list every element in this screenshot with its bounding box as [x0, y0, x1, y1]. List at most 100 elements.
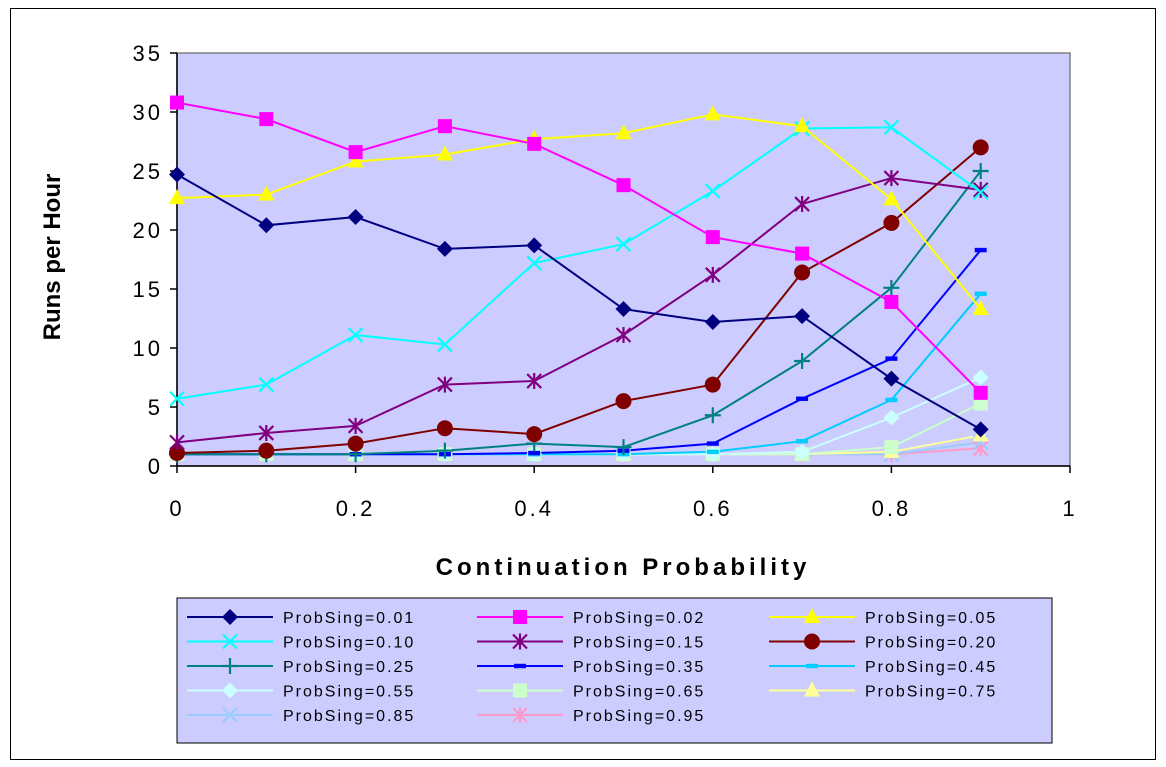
data-point	[704, 314, 721, 331]
data-point	[972, 139, 989, 156]
data-point	[528, 450, 541, 456]
data-point	[704, 407, 721, 424]
legend-marker	[806, 663, 818, 669]
series-line	[176, 173, 982, 431]
line-chart: 0 5 10 15 20 25 30 35 0 0.2 0.4 0.6 0.8 1 Runs per H…	[39, 41, 1075, 744]
data-point	[794, 117, 811, 133]
legend	[176, 597, 1053, 744]
legend-label: ProbSing=0.55	[283, 684, 415, 701]
x-tick-label: 0.2	[336, 496, 376, 521]
data-point	[883, 214, 900, 231]
data-point	[437, 336, 453, 353]
series-line	[176, 126, 982, 400]
data-point	[883, 409, 900, 426]
legend-item: ProbSing=0.20	[769, 633, 997, 652]
legend-item: ProbSing=0.10	[187, 633, 415, 652]
data-point	[169, 166, 185, 183]
legend-marker	[804, 681, 820, 697]
legend-label: ProbSing=0.15	[573, 635, 705, 652]
legend-label: ProbSing=0.85	[283, 708, 415, 725]
data-point	[794, 443, 811, 460]
y-tick-label: 5	[148, 395, 163, 420]
legend-item: ProbSing=0.45	[769, 659, 995, 676]
legend-item: ProbSing=0.25	[187, 658, 415, 676]
y-tick-label: 0	[148, 454, 163, 479]
data-point	[615, 393, 632, 410]
legend-item: ProbSing=0.65	[477, 683, 705, 701]
chart-frame: 0 5 10 15 20 25 30 35 0 0.2 0.4 0.6 0.8 1 Runs per H…	[10, 8, 1156, 760]
data-point	[796, 439, 809, 444]
legend-item: ProbSing=0.55	[187, 682, 415, 701]
y-tick-label: 30	[133, 100, 163, 125]
legend-label: ProbSing=0.02	[573, 610, 705, 627]
legend-label: ProbSing=0.20	[865, 635, 997, 652]
data-point	[169, 445, 185, 462]
legend-item: ProbSing=0.85	[187, 707, 415, 725]
data-point	[885, 356, 898, 361]
x-tick-label: 0.4	[514, 496, 554, 521]
legend-item: ProbSing=0.01	[187, 609, 415, 627]
data-point	[348, 145, 363, 160]
data-point	[258, 185, 275, 201]
series-line	[176, 113, 982, 310]
legend-item: ProbSing=0.02	[477, 610, 705, 627]
data-point	[347, 209, 364, 226]
legend-marker	[513, 683, 527, 698]
series-line	[176, 101, 982, 394]
series-markers	[170, 95, 988, 400]
data-point	[347, 435, 364, 452]
series-markers	[169, 166, 989, 438]
data-point	[972, 181, 989, 198]
legend-label: ProbSing=0.35	[573, 659, 705, 676]
data-point	[526, 426, 543, 443]
data-point	[347, 152, 364, 168]
legend-label: ProbSing=0.05	[865, 610, 997, 627]
data-point	[259, 112, 274, 127]
legend-label: ProbSing=0.65	[573, 684, 705, 701]
legend-item: ProbSing=0.75	[769, 681, 997, 701]
legend-label: ProbSing=0.75	[865, 684, 997, 701]
legend-marker	[222, 609, 238, 625]
legend-label: ProbSing=0.10	[283, 635, 415, 652]
data-point	[615, 327, 632, 344]
x-tick-label: 0.8	[872, 496, 912, 521]
data-point	[526, 373, 542, 390]
data-point	[972, 184, 989, 201]
data-point	[169, 390, 185, 407]
legend-marker	[222, 633, 238, 650]
data-point	[973, 396, 988, 411]
series-markers	[169, 139, 989, 462]
legend-marker	[513, 610, 527, 624]
data-point	[972, 163, 989, 179]
data-point	[795, 246, 810, 261]
data-point	[616, 178, 631, 193]
data-point	[258, 442, 275, 459]
data-point	[974, 291, 987, 296]
x-tick-label: 0	[169, 496, 184, 521]
data-point	[883, 190, 900, 206]
data-point	[706, 441, 719, 446]
data-point	[526, 255, 542, 271]
legend-marker	[222, 658, 238, 674]
data-point	[527, 136, 542, 151]
data-point	[883, 279, 900, 296]
legend-label: ProbSing=0.01	[283, 610, 415, 627]
data-point	[615, 124, 632, 140]
y-tick-label: 25	[133, 159, 163, 184]
data-point	[169, 434, 185, 451]
legend-marker	[222, 682, 238, 699]
legend-marker	[804, 633, 820, 650]
data-point	[885, 397, 898, 403]
y-axis-title: Runs per Hour	[39, 174, 66, 341]
legend-marker	[804, 608, 820, 623]
legend-item: ProbSing=0.95	[477, 707, 703, 725]
data-point	[347, 417, 364, 434]
data-point	[526, 237, 543, 254]
data-point	[169, 189, 185, 205]
legend-label: ProbSing=0.25	[283, 659, 415, 676]
data-point	[258, 376, 275, 393]
legend-item: ProbSing=0.05	[769, 608, 997, 627]
legend-marker	[512, 633, 528, 650]
data-point	[883, 370, 900, 387]
data-point	[706, 449, 719, 455]
